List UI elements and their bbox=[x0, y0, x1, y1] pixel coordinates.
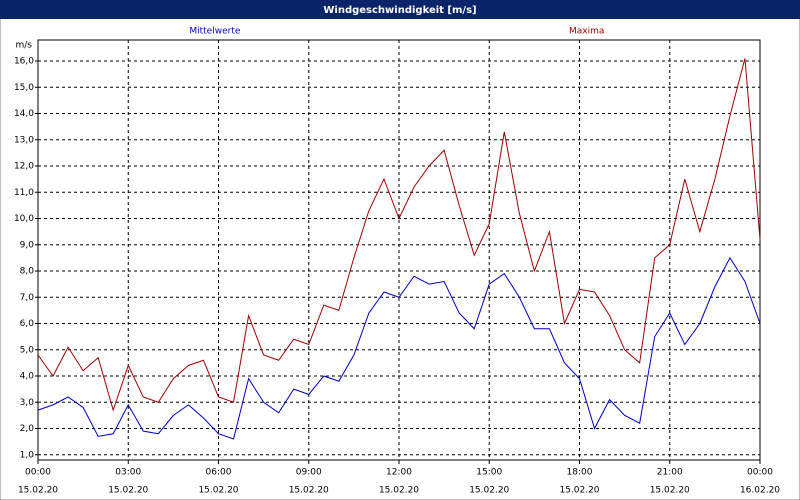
x-tick-label: 09:00 bbox=[296, 468, 322, 478]
x-tick-label: 12:00 bbox=[386, 468, 412, 478]
title-bar bbox=[0, 0, 800, 19]
y-tick-label: 9,0 bbox=[20, 240, 35, 250]
y-tick-label: 6,0 bbox=[20, 319, 35, 329]
x-tick-date: 15.02.20 bbox=[650, 486, 690, 496]
x-tick-date: 15.02.20 bbox=[559, 486, 599, 496]
y-tick-label: 8,0 bbox=[20, 267, 35, 277]
y-tick-label: 13,0 bbox=[14, 135, 34, 145]
y-tick-label: 16,0 bbox=[14, 57, 34, 67]
y-tick-label: 3,0 bbox=[20, 398, 35, 408]
y-tick-label: 10,0 bbox=[14, 214, 34, 224]
x-tick-label: 21:00 bbox=[657, 468, 683, 478]
data-line bbox=[37, 58, 761, 412]
x-tick-date: 15.02.20 bbox=[108, 486, 148, 496]
x-tick-date: 15.02.20 bbox=[198, 486, 238, 496]
data-line bbox=[37, 256, 761, 440]
y-tick-label: 2,0 bbox=[20, 424, 35, 434]
chart-title: Windgeschwindigkeit [m/s] bbox=[323, 5, 476, 16]
x-tick-label: 03:00 bbox=[115, 468, 141, 478]
y-tick-label: 5,0 bbox=[20, 345, 35, 355]
x-tick-label: 18:00 bbox=[567, 468, 593, 478]
y-tick-label: 11,0 bbox=[14, 188, 34, 198]
y-tick-label: 12,0 bbox=[14, 162, 34, 172]
legend-entry: Mittelwerte bbox=[189, 27, 240, 37]
x-tick-date: 15.02.20 bbox=[469, 486, 509, 496]
x-tick-label: 06:00 bbox=[206, 468, 232, 478]
x-tick-date: 15.02.20 bbox=[289, 486, 329, 496]
x-tick-date: 16.02.20 bbox=[740, 486, 780, 496]
y-tick-label: 14,0 bbox=[14, 109, 34, 119]
x-tick-label: 00:00 bbox=[747, 468, 773, 478]
y-tick-label: 1,0 bbox=[20, 450, 35, 460]
y-tick-label: 7,0 bbox=[20, 293, 35, 303]
x-tick-label: 15:00 bbox=[476, 468, 502, 478]
legend-entry: Maxima bbox=[569, 27, 604, 37]
y-tick-label: 15,0 bbox=[14, 83, 34, 93]
y-tick-label: 4,0 bbox=[20, 372, 35, 382]
y-axis-label: m/s bbox=[16, 41, 33, 51]
x-tick-date: 15.02.20 bbox=[18, 486, 58, 496]
x-tick-label: 00:00 bbox=[25, 468, 51, 478]
x-tick-date: 15.02.20 bbox=[379, 486, 419, 496]
